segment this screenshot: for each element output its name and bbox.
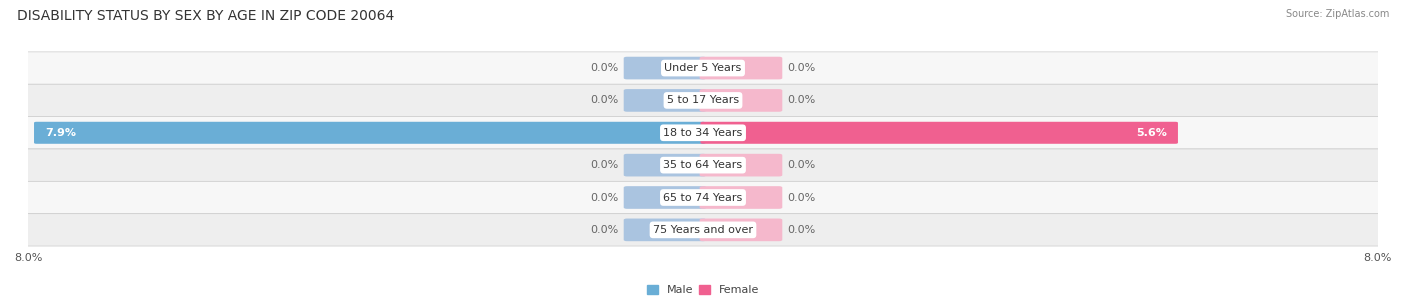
FancyBboxPatch shape bbox=[624, 154, 706, 176]
Text: 0.0%: 0.0% bbox=[591, 63, 619, 73]
FancyBboxPatch shape bbox=[624, 186, 706, 209]
Text: Under 5 Years: Under 5 Years bbox=[665, 63, 741, 73]
FancyBboxPatch shape bbox=[700, 154, 782, 176]
Text: 0.0%: 0.0% bbox=[591, 95, 619, 105]
Text: Source: ZipAtlas.com: Source: ZipAtlas.com bbox=[1285, 9, 1389, 19]
Text: 5.6%: 5.6% bbox=[1136, 128, 1167, 138]
FancyBboxPatch shape bbox=[700, 186, 782, 209]
Text: 5 to 17 Years: 5 to 17 Years bbox=[666, 95, 740, 105]
Legend: Male, Female: Male, Female bbox=[643, 281, 763, 300]
FancyBboxPatch shape bbox=[0, 214, 1406, 246]
Text: 0.0%: 0.0% bbox=[787, 95, 815, 105]
FancyBboxPatch shape bbox=[624, 89, 706, 112]
FancyBboxPatch shape bbox=[700, 122, 1178, 144]
Text: 18 to 34 Years: 18 to 34 Years bbox=[664, 128, 742, 138]
FancyBboxPatch shape bbox=[0, 181, 1406, 214]
Text: 7.9%: 7.9% bbox=[45, 128, 76, 138]
Text: 0.0%: 0.0% bbox=[591, 160, 619, 170]
Text: DISABILITY STATUS BY SEX BY AGE IN ZIP CODE 20064: DISABILITY STATUS BY SEX BY AGE IN ZIP C… bbox=[17, 9, 394, 23]
Text: 0.0%: 0.0% bbox=[787, 160, 815, 170]
Text: 0.0%: 0.0% bbox=[787, 63, 815, 73]
FancyBboxPatch shape bbox=[700, 57, 782, 79]
FancyBboxPatch shape bbox=[0, 149, 1406, 181]
Text: 0.0%: 0.0% bbox=[787, 225, 815, 235]
Text: 35 to 64 Years: 35 to 64 Years bbox=[664, 160, 742, 170]
Text: 75 Years and over: 75 Years and over bbox=[652, 225, 754, 235]
Text: 0.0%: 0.0% bbox=[787, 192, 815, 202]
FancyBboxPatch shape bbox=[700, 89, 782, 112]
FancyBboxPatch shape bbox=[624, 219, 706, 241]
FancyBboxPatch shape bbox=[0, 117, 1406, 149]
FancyBboxPatch shape bbox=[0, 84, 1406, 117]
Text: 0.0%: 0.0% bbox=[591, 192, 619, 202]
FancyBboxPatch shape bbox=[624, 57, 706, 79]
FancyBboxPatch shape bbox=[0, 52, 1406, 84]
Text: 0.0%: 0.0% bbox=[591, 225, 619, 235]
FancyBboxPatch shape bbox=[34, 122, 706, 144]
Text: 65 to 74 Years: 65 to 74 Years bbox=[664, 192, 742, 202]
FancyBboxPatch shape bbox=[700, 219, 782, 241]
